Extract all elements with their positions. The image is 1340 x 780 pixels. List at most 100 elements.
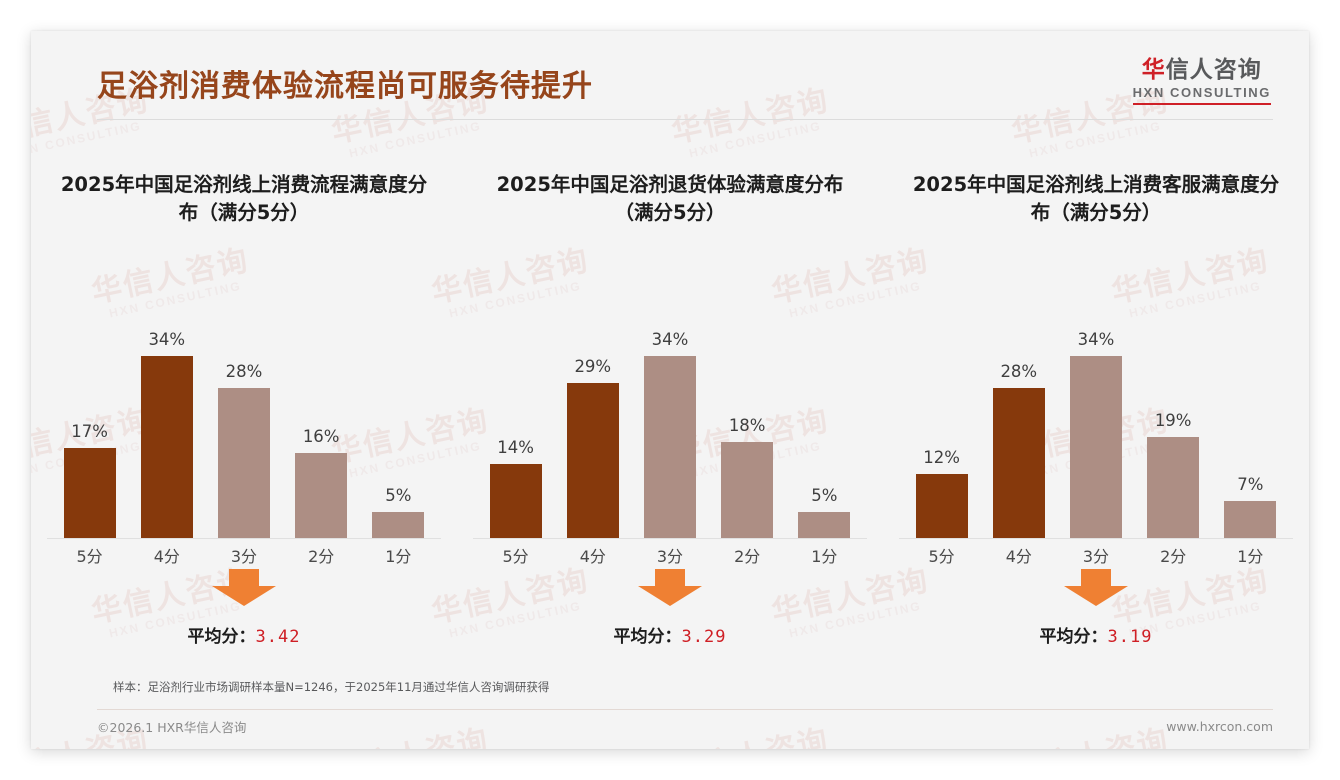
- x-axis-tick-label: 2分: [308, 547, 335, 566]
- x-axis-labels: 5分 4分 3分 2分 1分: [903, 543, 1289, 567]
- x-axis-tick-label: 4分: [1005, 547, 1032, 566]
- bar-group: 28%: [208, 289, 279, 539]
- bar[interactable]: [372, 512, 425, 539]
- average-score-block: 平均分：3.42: [31, 569, 457, 647]
- bar[interactable]: [798, 512, 851, 539]
- logo-accent-char: 华: [1141, 57, 1166, 83]
- logo-underline: [1132, 103, 1271, 106]
- x-axis-tick-label: 4分: [579, 547, 606, 566]
- bar[interactable]: [140, 356, 193, 539]
- company-logo: 华信人咨询 HXN CONSULTING: [1132, 57, 1271, 106]
- chart-title: 2025年中国足浴剂线上消费流程满意度分布（满分5分）: [60, 173, 428, 225]
- source-note: 样本：足浴剂行业市场调研样本量N=1246，于2025年11月通过华信人咨询调研…: [113, 680, 550, 694]
- bar-group: 19%: [1137, 289, 1208, 539]
- bar-value-label: 17%: [71, 422, 108, 441]
- x-axis-labels: 5分 4分 3分 2分 1分: [51, 543, 437, 567]
- bar-chart-plot: 17% 34% 28% 16% 5% 5分 4分 3分 2分 1分: [47, 271, 441, 566]
- bar-value-label: 18%: [728, 416, 766, 435]
- bar[interactable]: [295, 453, 348, 539]
- chart-panel: 2025年中国足浴剂退货体验满意度分布（满分5分） 14% 29% 34% 18% 5% 5…: [457, 151, 883, 671]
- footer-website[interactable]: www.hxrcon.com: [1166, 719, 1273, 734]
- average-score-text: 平均分：3.29: [457, 622, 883, 647]
- bar-group: 12%: [906, 289, 977, 539]
- bar-group: 29%: [557, 289, 628, 539]
- bar-group: 17%: [54, 289, 125, 539]
- x-axis-line: [899, 538, 1293, 539]
- bar-group: 16%: [285, 289, 356, 539]
- bar-group: 5%: [363, 289, 434, 539]
- x-axis-tick-label: 3分: [230, 547, 258, 566]
- bar-group: 7%: [1215, 289, 1286, 539]
- bar-group: 34%: [131, 289, 202, 539]
- bar-value-label: 28%: [1000, 362, 1038, 381]
- bar[interactable]: [1069, 356, 1122, 539]
- bar[interactable]: [721, 442, 774, 539]
- bar-value-label: 29%: [574, 357, 612, 376]
- bar-value-label: 12%: [923, 448, 960, 467]
- slide-canvas: 华信人咨询 HXN CONSULTING 华信人咨询 HXN CONSULTING 华信…: [31, 31, 1309, 749]
- bar-value-label: 14%: [497, 438, 534, 457]
- bar[interactable]: [217, 388, 270, 539]
- bar-group: 18%: [711, 289, 782, 539]
- bar-chart-plot: 12% 28% 34% 19% 7% 5分 4分 3分 2分 1分: [899, 271, 1293, 566]
- down-arrow-icon: [212, 569, 276, 606]
- bar-series: 17% 34% 28% 16% 5%: [51, 289, 437, 539]
- x-axis-tick-label: 2分: [1160, 547, 1187, 566]
- bar-value-label: 7%: [1237, 475, 1264, 494]
- bar[interactable]: [566, 383, 619, 539]
- average-score-block: 平均分：3.19: [883, 569, 1309, 647]
- bar[interactable]: [1147, 437, 1200, 539]
- footer-divider: [97, 709, 1273, 710]
- bar[interactable]: [915, 474, 968, 539]
- x-axis-line: [473, 538, 867, 539]
- x-axis-tick-label: 5分: [76, 547, 103, 566]
- bar[interactable]: [992, 388, 1045, 539]
- bar-group: 34%: [634, 289, 705, 539]
- chart-panel: 2025年中国足浴剂线上消费客服满意度分布（满分5分） 12% 28% 34% 19% 7…: [883, 151, 1309, 671]
- x-axis-line: [47, 538, 441, 539]
- x-axis-tick-label: 2分: [734, 547, 761, 566]
- bar-series: 12% 28% 34% 19% 7%: [903, 289, 1289, 539]
- x-axis-tick-label: 4分: [153, 547, 180, 566]
- average-score-text: 平均分：3.42: [31, 622, 457, 647]
- average-score-value: 3.19: [1107, 627, 1153, 647]
- bar-value-label: 5%: [385, 486, 412, 505]
- bar[interactable]: [1224, 501, 1277, 539]
- average-score-label: 平均分：: [613, 627, 682, 647]
- x-axis-tick-label: 1分: [385, 547, 412, 566]
- x-axis-tick-label: 1分: [811, 547, 838, 566]
- average-score-label: 平均分：: [1039, 627, 1108, 647]
- chart-title: 2025年中国足浴剂退货体验满意度分布（满分5分）: [496, 173, 844, 225]
- bar-value-label: 16%: [302, 427, 340, 446]
- bar-value-label: 34%: [148, 330, 186, 349]
- average-score-value: 3.29: [681, 627, 727, 647]
- bar-group: 14%: [480, 289, 551, 539]
- bar-value-label: 19%: [1154, 411, 1192, 430]
- footer-copyright: ©2026.1 HXR华信人咨询: [97, 720, 247, 735]
- bar-value-label: 5%: [811, 486, 838, 505]
- logo-name-rest: 信人咨询: [1165, 57, 1262, 83]
- header-divider: [97, 119, 1273, 120]
- x-axis-tick-label: 5分: [928, 547, 955, 566]
- bar[interactable]: [489, 464, 542, 539]
- logo-chinese-name: 华信人咨询: [1133, 57, 1271, 83]
- page-title: 足浴剂消费体验流程尚可服务待提升: [97, 69, 593, 104]
- bar-chart-plot: 14% 29% 34% 18% 5% 5分 4分 3分 2分 1分: [473, 271, 867, 566]
- bar-group: 34%: [1060, 289, 1131, 539]
- bar[interactable]: [643, 356, 696, 539]
- bar-value-label: 28%: [225, 362, 263, 381]
- down-arrow-icon: [1064, 569, 1128, 606]
- x-axis-tick-label: 5分: [502, 547, 529, 566]
- slide-header: 足浴剂消费体验流程尚可服务待提升 华信人咨询 HXN CONSULTING: [31, 31, 1309, 129]
- logo-english-name: HXN CONSULTING: [1132, 85, 1271, 101]
- down-arrow-icon: [638, 569, 702, 606]
- x-axis-labels: 5分 4分 3分 2分 1分: [477, 543, 863, 567]
- x-axis-tick-label: 3分: [1082, 547, 1110, 566]
- x-axis-tick-label: 3分: [656, 547, 684, 566]
- bar[interactable]: [63, 448, 116, 539]
- chart-panel: 2025年中国足浴剂线上消费流程满意度分布（满分5分） 17% 34% 28% 16% 5…: [31, 151, 457, 671]
- charts-row: 2025年中国足浴剂线上消费流程满意度分布（满分5分） 17% 34% 28% 16% 5…: [31, 151, 1309, 671]
- average-score-block: 平均分：3.29: [457, 569, 883, 647]
- average-score-text: 平均分：3.19: [883, 622, 1309, 647]
- average-score-value: 3.42: [255, 627, 301, 647]
